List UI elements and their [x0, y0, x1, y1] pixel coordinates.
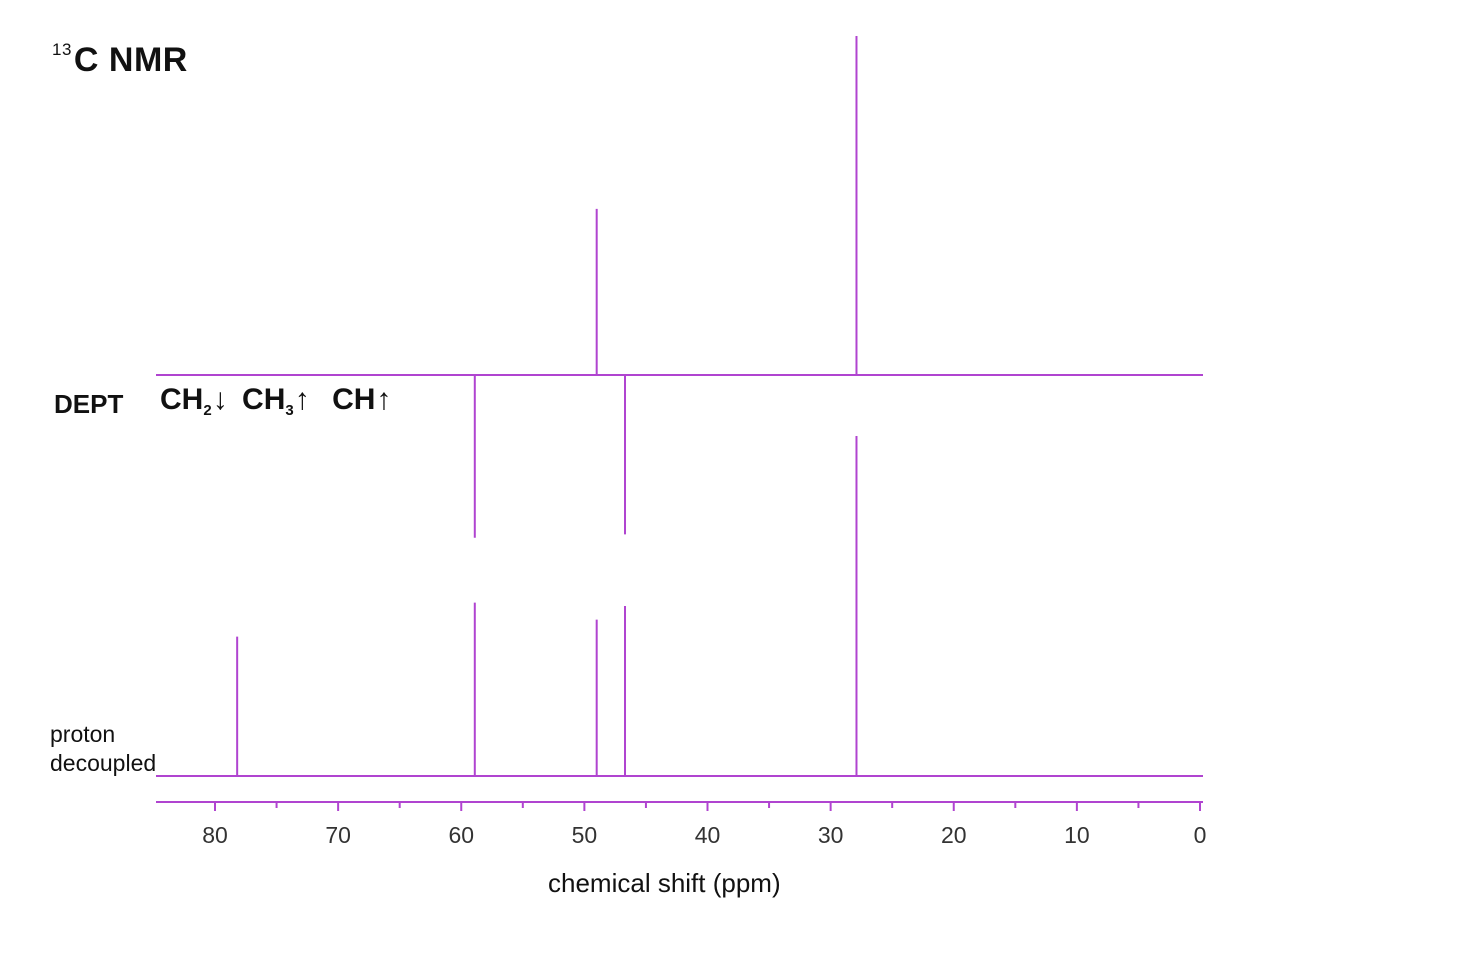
- title-nucleus: C NMR: [73, 41, 188, 79]
- x-tick-label: 50: [572, 822, 598, 848]
- dept-label: DEPT: [54, 389, 124, 419]
- x-tick-label: 40: [695, 822, 721, 848]
- proton-decoupled-label: proton decoupled: [50, 721, 157, 776]
- up-arrow-icon: ↑: [376, 383, 392, 416]
- x-tick-label: 70: [325, 822, 351, 848]
- legend-ch3: CH3↑: [242, 383, 310, 419]
- chart-title: 13C NMR: [52, 40, 188, 80]
- x-axis-label: chemical shift (ppm): [548, 868, 781, 898]
- x-tick-label: 0: [1194, 822, 1207, 848]
- down-arrow-icon: ↓: [212, 383, 228, 416]
- x-tick-label: 60: [448, 822, 474, 848]
- x-tick-label: 30: [818, 822, 844, 848]
- x-tick-label: 10: [1064, 822, 1090, 848]
- legend-ch: CH↑: [332, 383, 392, 416]
- legend-ch2: CH2↓: [160, 383, 228, 419]
- x-tick-label: 80: [202, 822, 228, 848]
- isotope-superscript: 13: [52, 40, 72, 59]
- x-tick-label: 20: [941, 822, 967, 848]
- up-arrow-icon: ↑: [294, 383, 310, 416]
- dept-legend: CH2↓ CH3↑ CH↑: [160, 383, 397, 419]
